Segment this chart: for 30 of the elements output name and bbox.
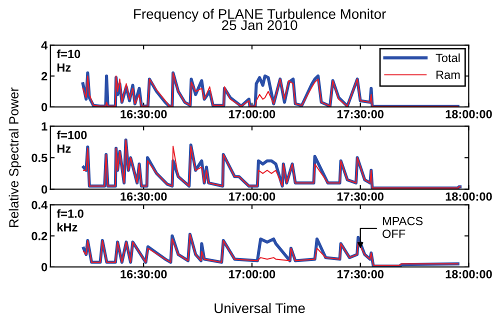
x-tick-label: 18:00:00 bbox=[446, 192, 492, 201]
y-tick-label: 4 bbox=[41, 41, 48, 50]
y-tick-label: 0 bbox=[42, 262, 48, 272]
x-tick-label: 16:30:00 bbox=[120, 110, 167, 118]
annotation: MPACS OFF bbox=[382, 216, 423, 238]
x-tick-label: 17:00:00 bbox=[229, 192, 276, 201]
x-tick-label: 16:30:00 bbox=[120, 270, 167, 278]
annotation: f=1.0 kHz bbox=[56, 209, 84, 232]
chart-subtitle: 25 Jan 2010 bbox=[222, 20, 298, 30]
y-axis-title: Relative Spectral Power bbox=[8, 88, 22, 228]
x-tick-label: 17:00:00 bbox=[229, 270, 276, 278]
x-tick-label: 18:00:00 bbox=[446, 270, 492, 278]
y-tick-label: 1 bbox=[42, 122, 48, 130]
x-axis-title: Universal Time bbox=[214, 302, 305, 314]
y-tick-label: 0 bbox=[42, 185, 48, 194]
legend-label: Total bbox=[436, 53, 460, 62]
x-tick-label: 17:30:00 bbox=[337, 270, 384, 278]
y-tick-label: 0.5 bbox=[32, 154, 48, 162]
y-tick-label: 0.4 bbox=[32, 200, 48, 210]
y-tick-label: 2 bbox=[41, 72, 48, 80]
x-tick-label: 18:00:00 bbox=[446, 110, 492, 118]
x-tick-label: 17:30:00 bbox=[337, 110, 384, 118]
annotation: f=100 Hz bbox=[56, 130, 87, 153]
x-tick-label: 17:30:00 bbox=[337, 192, 384, 201]
x-tick-label: 16:30:00 bbox=[120, 192, 167, 201]
x-tick-label: 17:00:00 bbox=[229, 110, 276, 118]
y-tick-label: 0.2 bbox=[32, 232, 48, 240]
y-tick-label: 0 bbox=[42, 102, 48, 112]
annotation: f=10 Hz bbox=[56, 49, 80, 72]
legend-label: Ram bbox=[436, 70, 460, 79]
